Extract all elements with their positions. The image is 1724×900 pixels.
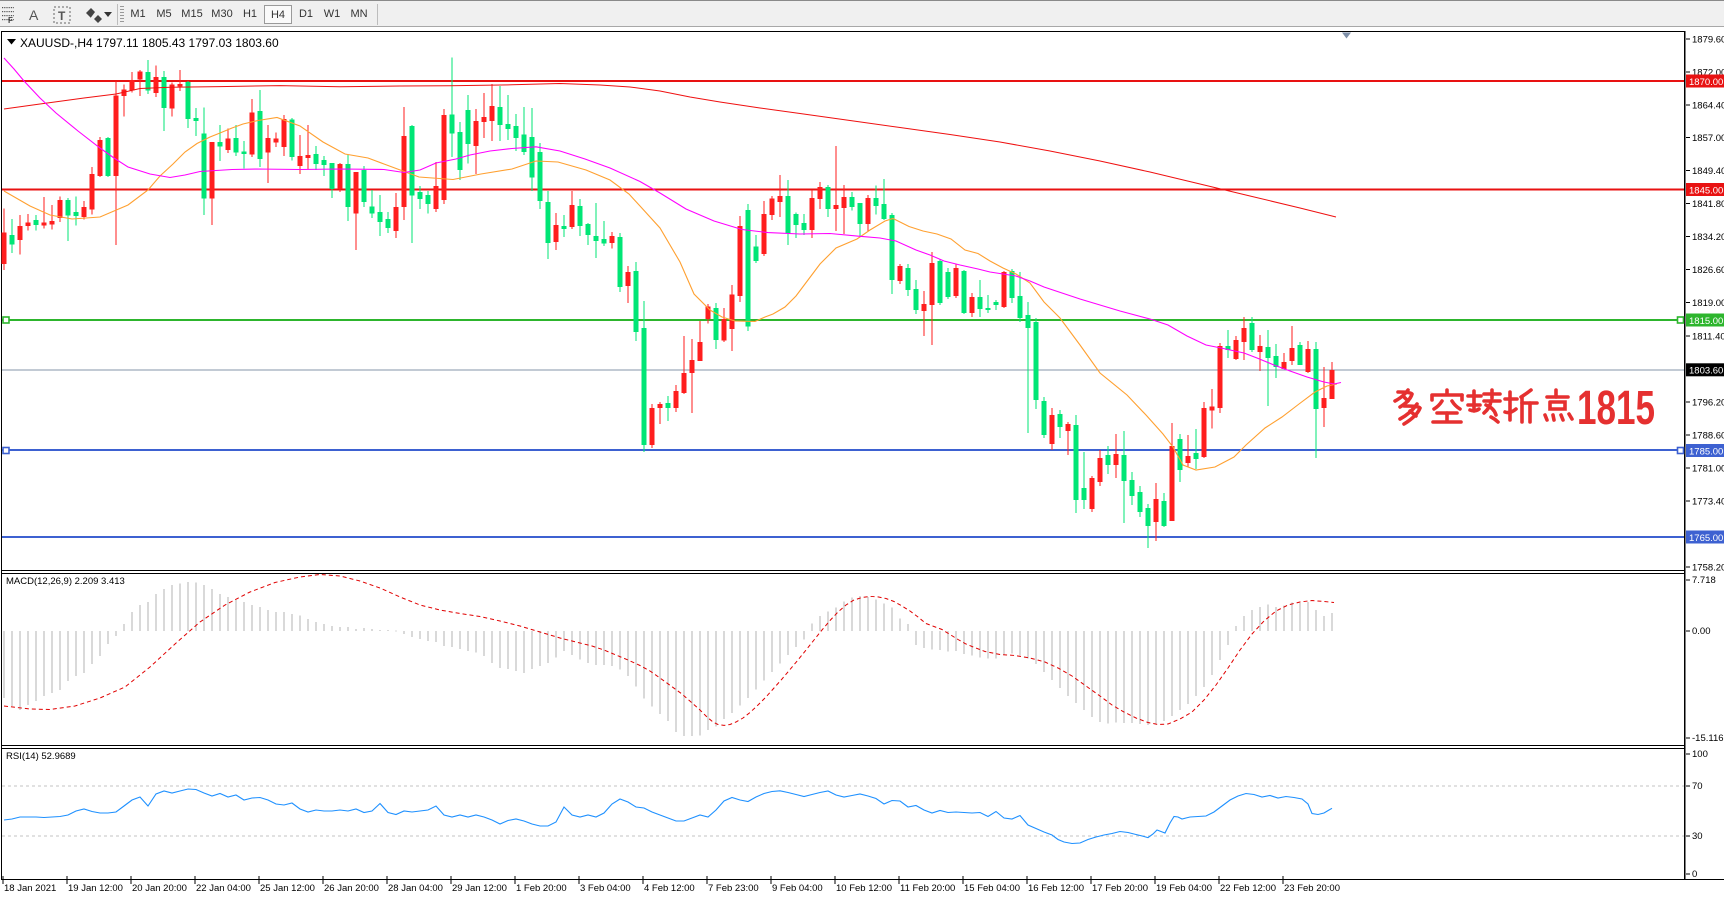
svg-text:28 Jan 04:00: 28 Jan 04:00 [388,883,443,894]
svg-text:T: T [58,9,66,23]
svg-text:19 Feb 04:00: 19 Feb 04:00 [1156,883,1212,894]
svg-text:1879.60: 1879.60 [1692,35,1724,46]
svg-text:1803.60: 1803.60 [1689,366,1723,377]
svg-text:MACD(12,26,9) 2.209 3.413: MACD(12,26,9) 2.209 3.413 [6,576,125,587]
svg-text:7.718: 7.718 [1692,575,1716,586]
svg-text:1765.00: 1765.00 [1689,533,1723,544]
svg-text:1841.80: 1841.80 [1692,199,1724,210]
svg-text:18 Jan 2021: 18 Jan 2021 [4,883,56,894]
svg-text:16 Feb 12:00: 16 Feb 12:00 [1028,883,1084,894]
svg-text:19 Jan 12:00: 19 Jan 12:00 [68,883,123,894]
svg-text:10 Feb 12:00: 10 Feb 12:00 [836,883,892,894]
svg-text:1758.20: 1758.20 [1692,563,1724,574]
svg-text:XAUUSD-,H4 1797.11 1805.43 17: XAUUSD-,H4 1797.11 1805.43 1797.03 1803.… [20,36,279,50]
svg-text:RSI(14) 52.9689: RSI(14) 52.9689 [6,751,76,762]
svg-text:9 Feb 04:00: 9 Feb 04:00 [772,883,823,894]
svg-text:23 Feb 20:00: 23 Feb 20:00 [1284,883,1340,894]
svg-text:1849.40: 1849.40 [1692,166,1724,177]
svg-text:17 Feb 20:00: 17 Feb 20:00 [1092,883,1148,894]
svg-text:1811.40: 1811.40 [1692,331,1724,342]
svg-text:-15.116: -15.116 [1692,733,1724,744]
svg-text:1870.00: 1870.00 [1689,77,1723,88]
svg-text:11 Feb 20:00: 11 Feb 20:00 [900,883,955,894]
svg-text:26 Jan 20:00: 26 Jan 20:00 [324,883,379,894]
svg-text:1788.60: 1788.60 [1692,430,1724,441]
svg-text:3 Feb 04:00: 3 Feb 04:00 [580,883,631,894]
svg-text:0.00: 0.00 [1692,626,1711,637]
svg-text:1826.60: 1826.60 [1692,265,1724,276]
svg-text:1872.00: 1872.00 [1692,68,1724,79]
svg-text:A: A [29,7,39,23]
svg-text:1773.40: 1773.40 [1692,497,1724,508]
svg-text:1815: 1815 [1577,382,1655,435]
svg-text:1785.00: 1785.00 [1689,446,1723,457]
svg-text:22 Jan 04:00: 22 Jan 04:00 [196,883,251,894]
svg-text:1 Feb 20:00: 1 Feb 20:00 [516,883,567,894]
svg-text:100: 100 [1692,749,1708,760]
svg-text:30: 30 [1692,831,1703,842]
svg-text:F: F [8,16,13,25]
svg-text:1845.00: 1845.00 [1689,185,1723,196]
svg-text:7 Feb 23:00: 7 Feb 23:00 [708,883,759,894]
svg-text:70: 70 [1692,781,1703,792]
svg-text:0: 0 [1692,869,1697,880]
svg-text:20 Jan 20:00: 20 Jan 20:00 [132,883,187,894]
svg-text:25 Jan 12:00: 25 Jan 12:00 [260,883,315,894]
svg-text:29 Jan 12:00: 29 Jan 12:00 [452,883,507,894]
svg-text:15 Feb 04:00: 15 Feb 04:00 [964,883,1020,894]
svg-text:22 Feb 12:00: 22 Feb 12:00 [1220,883,1276,894]
svg-text:1834.20: 1834.20 [1692,232,1724,243]
svg-text:1796.20: 1796.20 [1692,397,1724,408]
svg-text:4 Feb 12:00: 4 Feb 12:00 [644,883,695,894]
svg-text:1781.00: 1781.00 [1692,463,1724,474]
svg-text:1864.40: 1864.40 [1692,101,1724,112]
svg-text:1815.00: 1815.00 [1689,316,1723,327]
svg-text:1857.00: 1857.00 [1692,133,1724,144]
svg-text:1819.00: 1819.00 [1692,298,1724,309]
